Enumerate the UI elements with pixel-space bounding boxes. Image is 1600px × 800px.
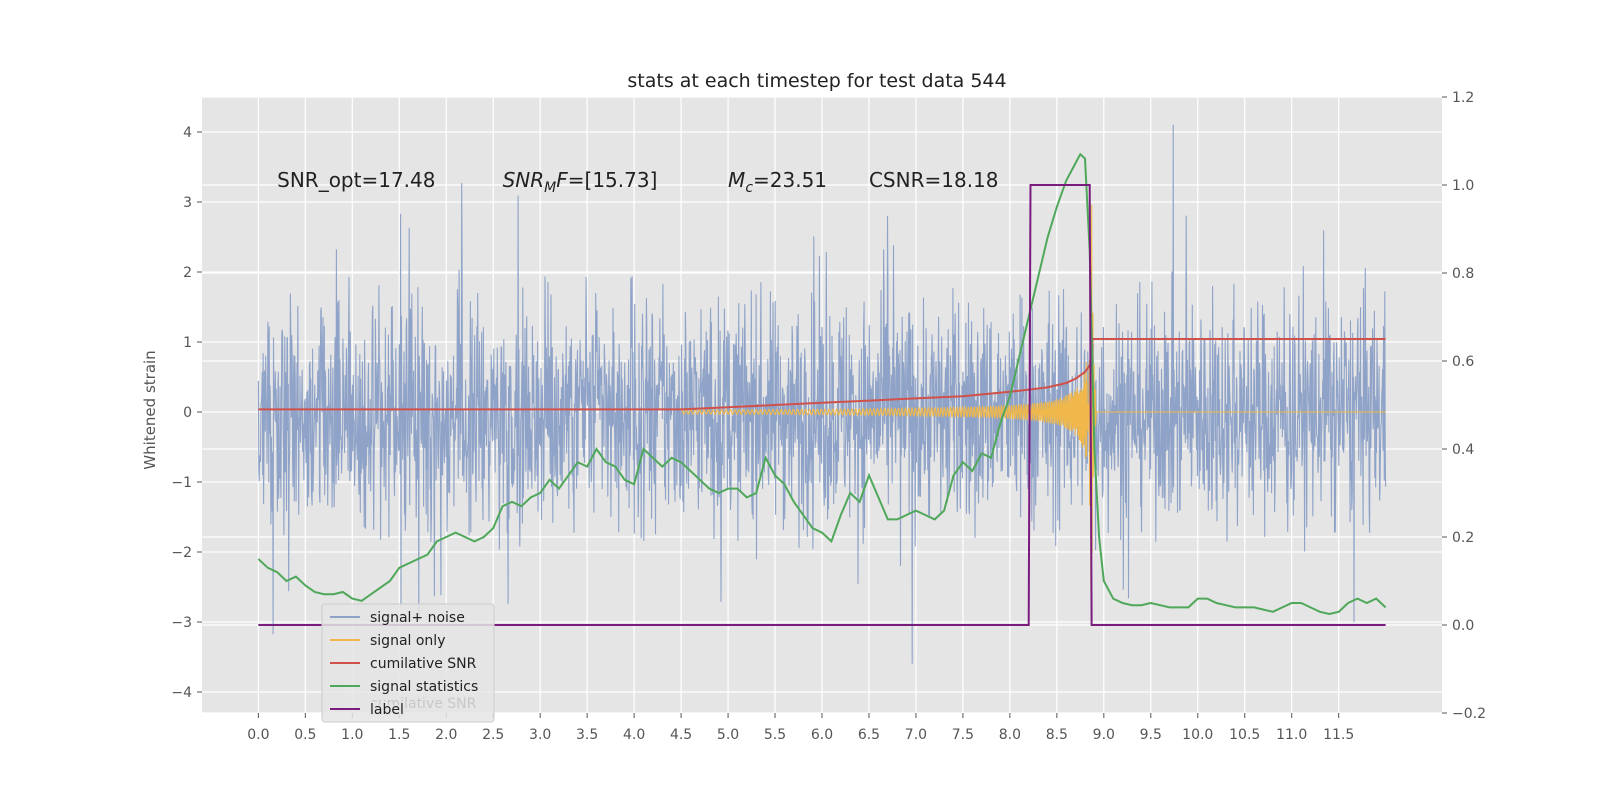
series-signal-statistics — [257, 152, 1387, 616]
y-axis-label: Whitened strain — [141, 350, 159, 469]
x-tick-label: 0.0 — [247, 727, 269, 743]
x-tick-label: 8.5 — [1046, 727, 1068, 743]
annotation-snr-mf: SNRMF=[15.73] — [503, 168, 658, 196]
x-tick-label: 10.5 — [1229, 727, 1260, 743]
y2-tick-label: −0.2 — [1452, 706, 1486, 722]
legend-entry: label — [370, 702, 404, 718]
annotation-snr-opt: SNR_opt=17.48 — [277, 168, 435, 192]
y-tick-label: 2 — [183, 265, 192, 281]
annotation-csnr: CSNR=18.18 — [869, 168, 999, 192]
x-tick-label: 7.5 — [952, 727, 974, 743]
y-tick-label: 0 — [183, 405, 192, 421]
x-tick-label: 3.0 — [529, 727, 551, 743]
x-tick-label: 8.0 — [999, 727, 1021, 743]
y2-tick-label: 1.0 — [1452, 178, 1474, 194]
annotation-mc: Mc=23.51 — [728, 168, 827, 196]
series-label — [258, 184, 1386, 626]
x-tick-label: 7.0 — [905, 727, 927, 743]
x-tick-label: 11.5 — [1323, 727, 1354, 743]
x-tick-label: 5.0 — [717, 727, 739, 743]
x-tick-label: 2.0 — [435, 727, 457, 743]
legend-entry: signal+ noise — [370, 610, 465, 626]
x-tick-label: 10.0 — [1182, 727, 1213, 743]
y2-tick-label: 1.2 — [1452, 90, 1474, 106]
x-tick-label: 9.0 — [1093, 727, 1115, 743]
legend-box — [321, 603, 495, 723]
y-tick-label: 3 — [183, 195, 192, 211]
x-tick-label: 3.5 — [576, 727, 598, 743]
x-tick-label: 0.5 — [294, 727, 316, 743]
x-tick-label: 2.5 — [482, 727, 504, 743]
x-tick-label: 6.0 — [811, 727, 833, 743]
y2-tick-label: 0.6 — [1452, 354, 1474, 370]
y-tick-label: −2 — [171, 545, 192, 561]
y-tick-label: −4 — [171, 685, 192, 701]
legend-entry: signal only — [370, 633, 445, 649]
x-tick-label: 11.0 — [1276, 727, 1307, 743]
x-tick-label: 1.0 — [341, 727, 363, 743]
legend-entry: signal statistics — [370, 679, 478, 695]
series-cumulative-snr — [258, 338, 1386, 411]
series-signal-only — [680, 204, 1386, 591]
legend-ghost-text: cumilative SNR — [370, 696, 477, 712]
y-tick-label: 4 — [183, 125, 192, 141]
y2-tick-label: 0.0 — [1452, 618, 1474, 634]
x-tick-label: 9.5 — [1140, 727, 1162, 743]
y-tick-label: 1 — [183, 335, 192, 351]
x-tick-label: 5.5 — [764, 727, 786, 743]
y-tick-label: −1 — [171, 475, 192, 491]
x-tick-label: 4.5 — [670, 727, 692, 743]
y2-tick-label: 0.4 — [1452, 442, 1474, 458]
series-signal-noise — [257, 124, 1387, 664]
legend-entry: cumilative SNR — [370, 656, 477, 672]
y2-tick-label: 0.8 — [1452, 266, 1474, 282]
chart-title: stats at each timestep for test data 544 — [627, 70, 1006, 92]
y2-tick-label: 0.2 — [1452, 530, 1474, 546]
x-tick-label: 6.5 — [858, 727, 880, 743]
x-tick-label: 4.0 — [623, 727, 645, 743]
x-tick-label: 1.5 — [388, 727, 410, 743]
y-tick-label: −3 — [171, 615, 192, 631]
